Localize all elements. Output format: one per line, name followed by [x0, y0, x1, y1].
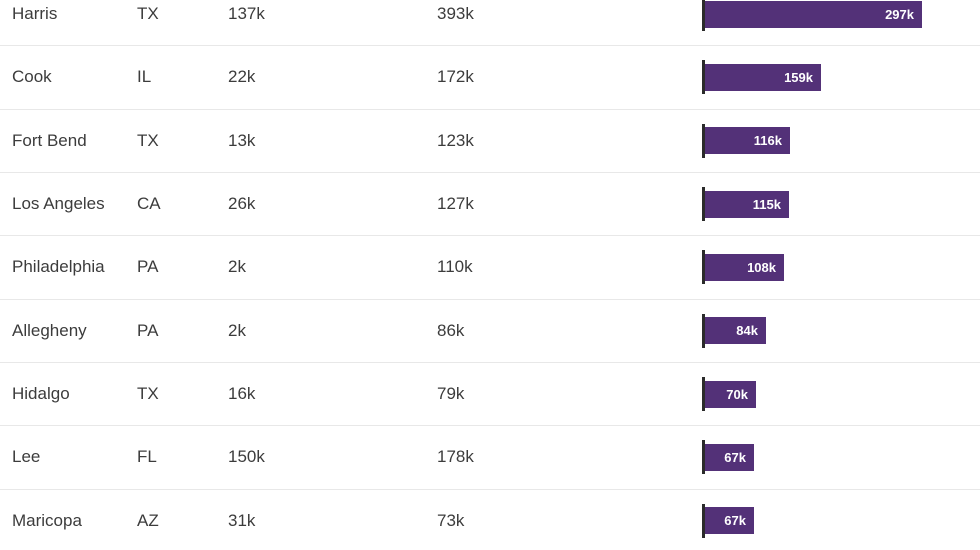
- bar: 116k: [705, 127, 790, 155]
- bar-axis-tick: [702, 60, 705, 95]
- county-cell: Lee: [12, 447, 41, 467]
- bar: 70k: [705, 380, 756, 408]
- state-cell: CA: [137, 194, 161, 214]
- value1-cell: 13k: [228, 130, 256, 150]
- state-cell: TX: [137, 4, 159, 24]
- county-cell: Cook: [12, 67, 52, 87]
- bar-axis-tick: [702, 440, 705, 475]
- bar: 297k: [705, 0, 922, 28]
- bar-cell: 84k: [702, 313, 980, 348]
- table-row: Allegheny PA 2k 86k 84k: [0, 300, 980, 363]
- table-row: Philadelphia PA 2k 110k 108k: [0, 236, 980, 300]
- value1-cell: 26k: [228, 194, 256, 214]
- county-cell: Philadelphia: [12, 257, 105, 277]
- county-cell: Hidalgo: [12, 384, 70, 404]
- state-cell: FL: [137, 447, 157, 467]
- value2-cell: 79k: [437, 384, 465, 404]
- bar-axis-tick: [702, 313, 705, 348]
- bar-axis-tick: [702, 503, 705, 538]
- table-row: Lee FL 150k 178k 67k: [0, 426, 980, 490]
- value1-cell: 22k: [228, 67, 256, 87]
- bar-cell: 159k: [702, 60, 980, 95]
- bar-axis-tick: [702, 250, 705, 285]
- value2-cell: 123k: [437, 130, 474, 150]
- table-row: Harris TX 137k 393k 297k: [0, 0, 980, 47]
- table-row: Cook IL 22k 172k 159k: [0, 46, 980, 110]
- value1-cell: 137k: [228, 4, 265, 24]
- bar-cell: 67k: [702, 503, 980, 538]
- bar-value-label: 116k: [753, 133, 782, 149]
- bar: 84k: [705, 317, 766, 345]
- value2-cell: 110k: [437, 257, 473, 277]
- bar: 159k: [705, 63, 821, 91]
- table-row: Hidalgo TX 16k 79k 70k: [0, 363, 980, 427]
- value2-cell: 127k: [437, 194, 474, 214]
- bar-axis-tick: [702, 377, 705, 412]
- bar-cell: 70k: [702, 377, 980, 412]
- bar-axis-tick: [702, 187, 705, 222]
- value2-cell: 393k: [437, 4, 474, 24]
- bar: 67k: [705, 507, 754, 535]
- bar: 108k: [705, 253, 784, 281]
- state-cell: TX: [137, 130, 159, 150]
- value2-cell: 73k: [437, 510, 465, 530]
- state-cell: AZ: [137, 510, 159, 530]
- bar-value-label: 159k: [784, 69, 813, 85]
- bar-value-label: 70k: [726, 386, 748, 402]
- state-cell: PA: [137, 320, 159, 340]
- bar-cell: 115k: [702, 187, 980, 222]
- bar-value-label: 84k: [736, 323, 758, 339]
- bar: 67k: [705, 443, 754, 471]
- bar-cell: 67k: [702, 440, 980, 475]
- bar-value-label: 67k: [724, 449, 746, 465]
- bar-value-label: 115k: [752, 196, 781, 212]
- value2-cell: 178k: [437, 447, 474, 467]
- table-row: Maricopa AZ 31k 73k 67k: [0, 490, 980, 550]
- bar-cell: 297k: [702, 0, 980, 32]
- table-row: Los Angeles CA 26k 127k 115k: [0, 173, 980, 237]
- value1-cell: 16k: [228, 384, 256, 404]
- bar-value-label: 108k: [747, 259, 776, 275]
- bar-axis-tick: [702, 123, 705, 158]
- bar: 115k: [705, 190, 789, 218]
- bar-value-label: 67k: [724, 513, 746, 529]
- bar-value-label: 297k: [885, 6, 914, 22]
- county-cell: Allegheny: [12, 320, 87, 340]
- state-cell: TX: [137, 384, 159, 404]
- county-cell: Los Angeles: [12, 194, 105, 214]
- value1-cell: 31k: [228, 510, 256, 530]
- value1-cell: 2k: [228, 320, 246, 340]
- state-cell: PA: [137, 257, 159, 277]
- value2-cell: 172k: [437, 67, 474, 87]
- value1-cell: 2k: [228, 257, 246, 277]
- county-cell: Maricopa: [12, 510, 82, 530]
- table-row: Fort Bend TX 13k 123k 116k: [0, 110, 980, 173]
- bar-cell: 116k: [702, 123, 980, 158]
- bar-axis-tick: [702, 0, 705, 32]
- value1-cell: 150k: [228, 447, 265, 467]
- bar-cell: 108k: [702, 250, 980, 285]
- state-cell: IL: [137, 67, 152, 87]
- county-cell: Fort Bend: [12, 130, 87, 150]
- county-cell: Harris: [12, 4, 58, 24]
- value2-cell: 86k: [437, 320, 465, 340]
